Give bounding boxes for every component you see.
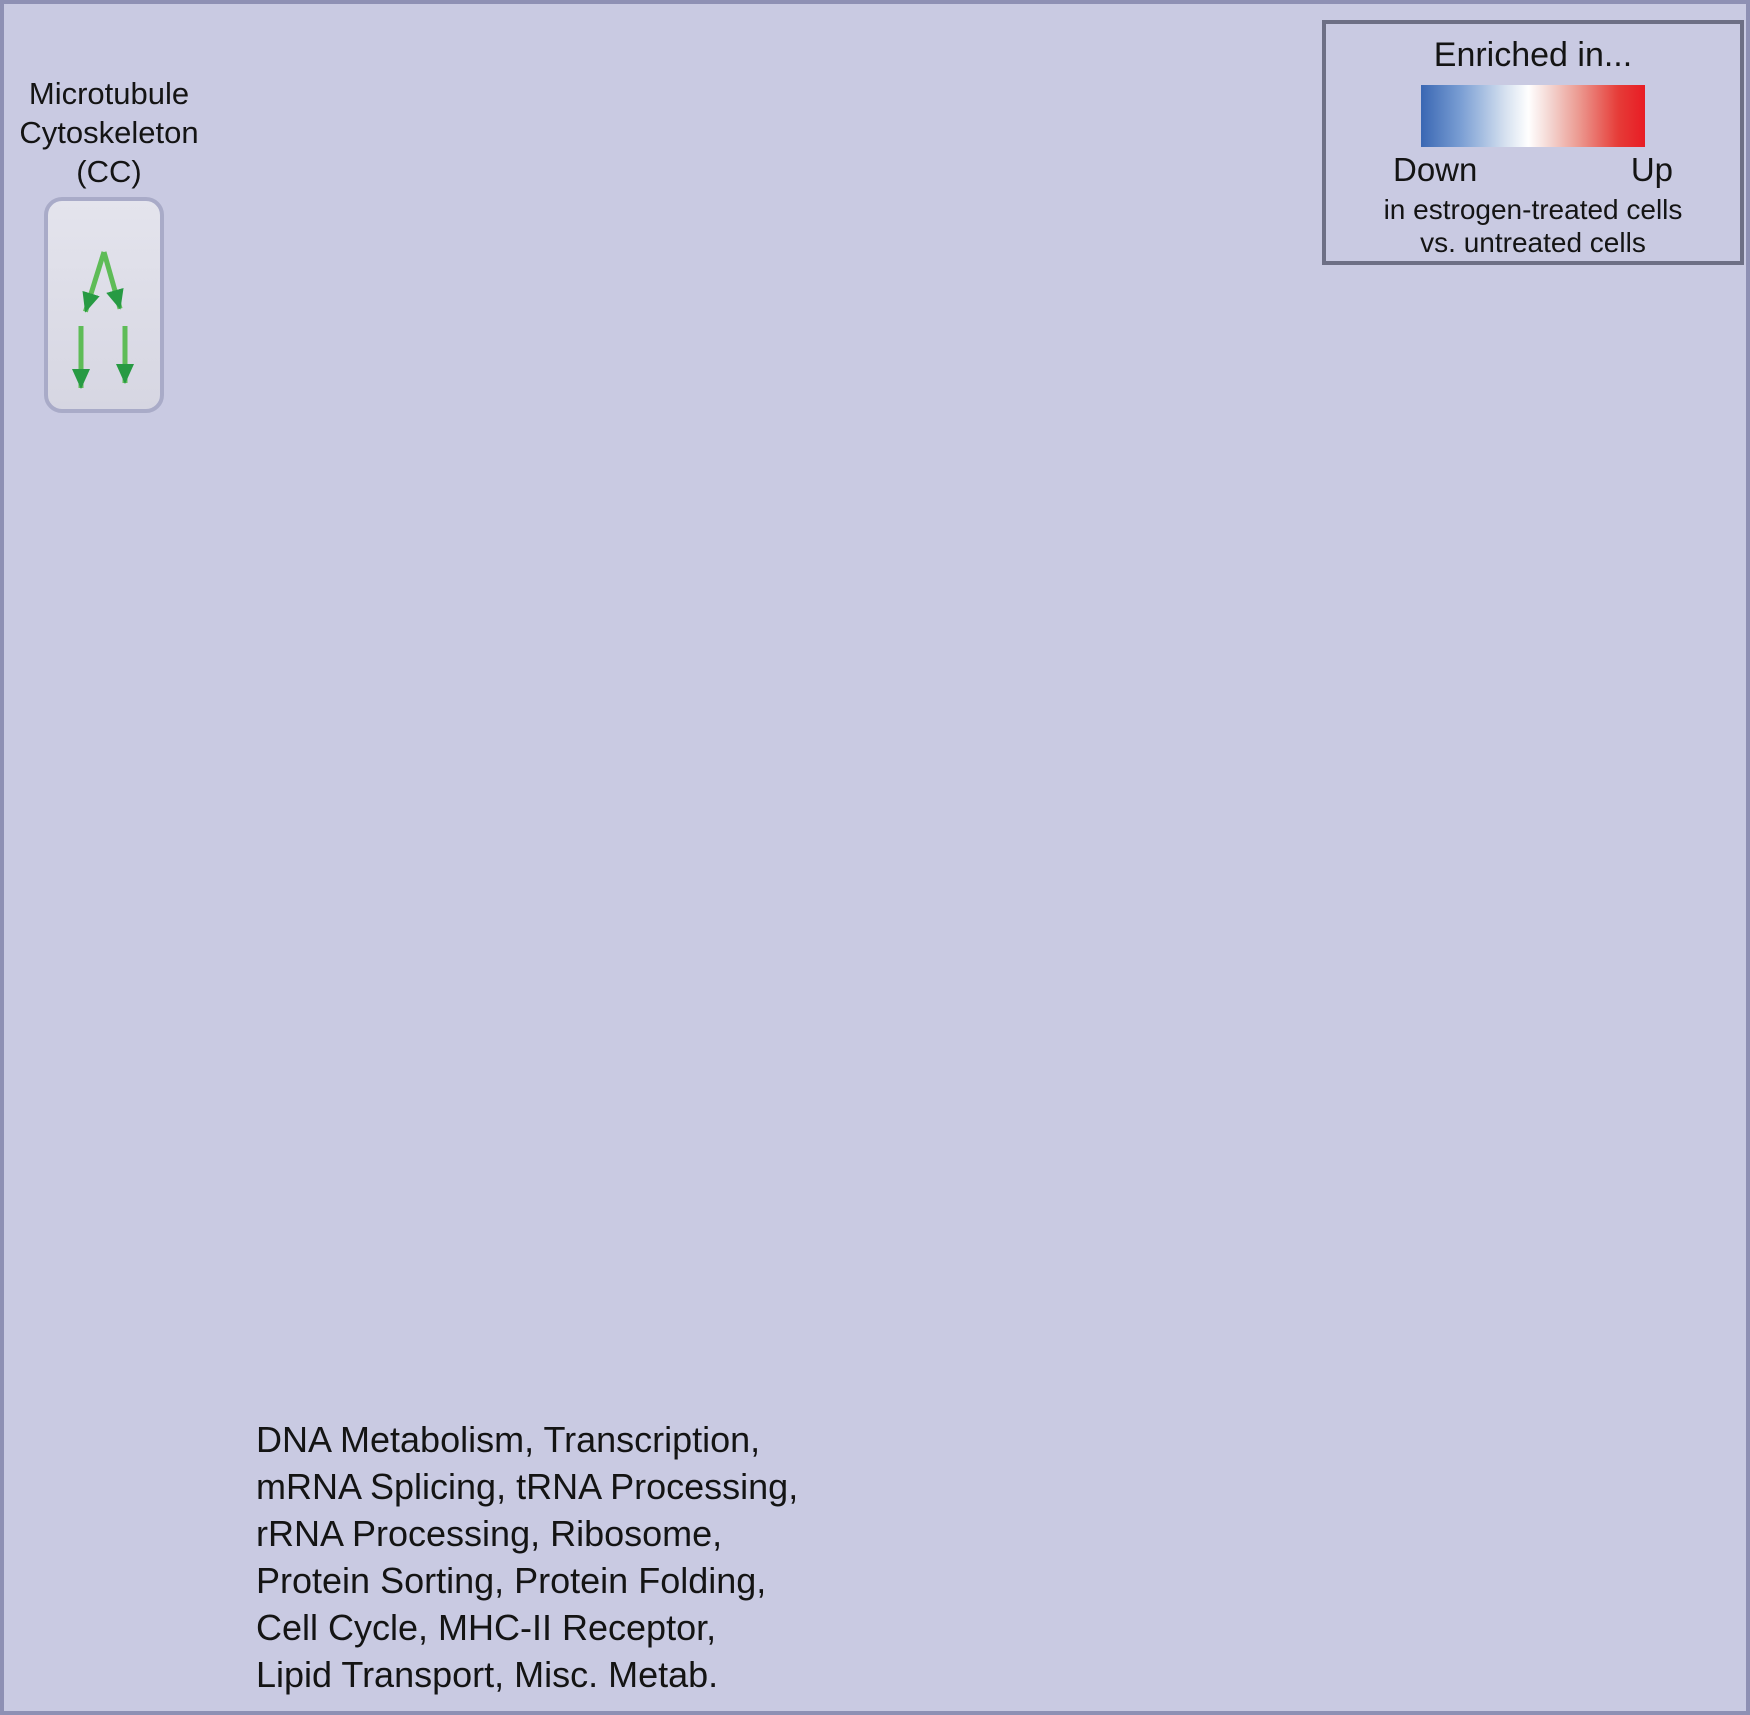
legend-subtitle-line1: in estrogen-treated cells xyxy=(1383,194,1683,225)
legend: Enriched in... Down Up in estrogen-treat… xyxy=(1322,20,1744,265)
microtubule-cytoskeleton-cc-box xyxy=(44,197,164,413)
legend-up-label: Up xyxy=(1630,151,1673,188)
legend-subtitle-line2: vs. untreated cells xyxy=(1420,227,1646,258)
legend-gradient-bar xyxy=(1421,85,1645,147)
microtubule-cytoskeleton-cc-edge xyxy=(101,251,124,310)
microtubule-cytoskeleton-cc-edge xyxy=(82,251,107,313)
misc-categories-note: DNA Metabolism, Transcription, mRNA Spli… xyxy=(256,1419,799,1695)
network-svg: Microtubule Cytoskeleton (CC) xyxy=(19,76,199,413)
microtubule-cytoskeleton-cc-label: Microtubule Cytoskeleton (CC) xyxy=(19,76,198,189)
legend-down-label: Down xyxy=(1393,151,1478,188)
legend-title: Enriched in... xyxy=(1433,36,1633,74)
